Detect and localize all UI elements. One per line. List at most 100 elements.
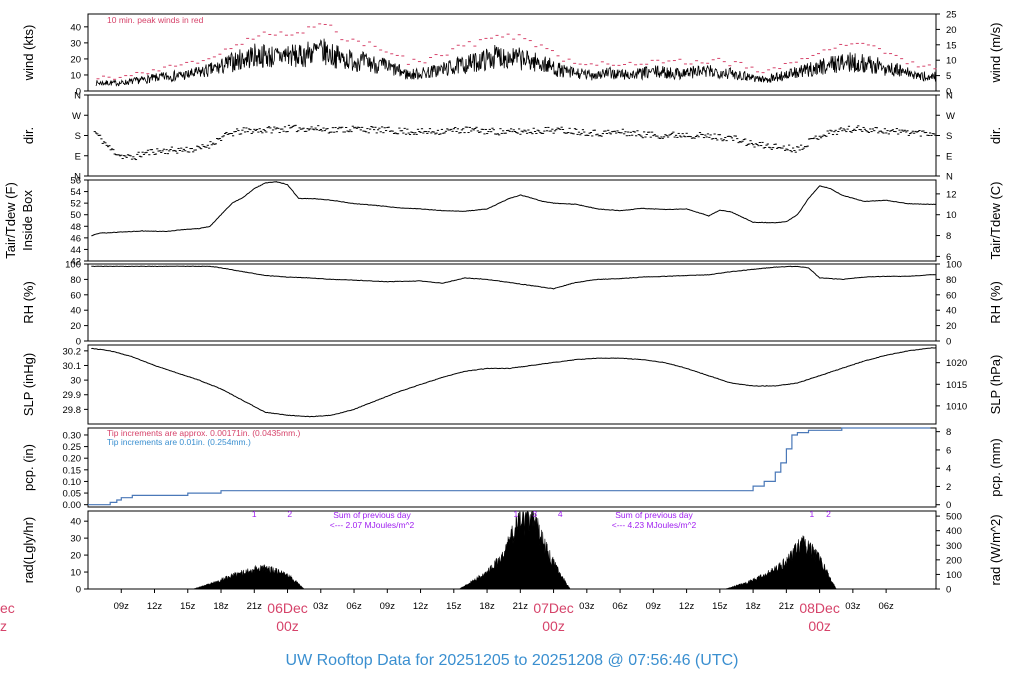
panel-pcp: 0.000.050.100.150.200.250.30 0 2 4 6 8 pcp. (i…: [21, 427, 1003, 511]
rad-area-2: [458, 511, 571, 590]
x-tick-label: 18z: [213, 601, 229, 612]
rh-ytick-right-label: 20: [946, 321, 957, 332]
x-tick-label: 03z: [313, 601, 329, 612]
temp-ytick-label: 52: [70, 199, 81, 210]
x-tick-label: 21z: [513, 601, 529, 612]
slp-ytick-right-label: 1020: [946, 358, 967, 369]
rad-marker: 3: [532, 509, 537, 519]
rad-ytick-right-label: 0: [946, 585, 951, 596]
x-tick-label: 09z: [646, 601, 662, 612]
rad-ytick-right-label: 300: [946, 541, 962, 552]
rh-ytick-label: 40: [70, 306, 81, 317]
dir-ytick-label: S: [75, 131, 81, 142]
x-tick-label: 06z: [878, 601, 894, 612]
x-day-name-cut: ec: [0, 600, 15, 616]
rad-note-line2: <--- 2.07 MJoules/m^2: [330, 520, 415, 530]
temp-ytick-label: 54: [70, 187, 81, 198]
wind-ylabel: wind (kts): [21, 25, 36, 82]
rad-area-1: [193, 564, 306, 590]
x-tick-label: 21z: [247, 601, 263, 612]
rh-ytick-label: 20: [70, 321, 81, 332]
x-tick-label: 09z: [380, 601, 396, 612]
dir-ytick-right-label: S: [946, 131, 952, 142]
rh-ytick-label: 80: [70, 275, 81, 286]
slp-line: [91, 347, 937, 418]
x-tick-label: 09z: [114, 601, 130, 612]
temp-frame: [87, 179, 937, 262]
dir-ytick-right-label: W: [946, 111, 955, 122]
rh-ytick-label: 0: [76, 337, 81, 348]
rh-ytick-label: 60: [70, 290, 81, 301]
rad-ytick-label: 40: [70, 517, 81, 528]
x-tick-label: 06z: [612, 601, 628, 612]
rad-ytick-label: 20: [70, 551, 81, 562]
rh-ytick-right-label: 80: [946, 275, 957, 286]
x-day-time: 00z: [542, 618, 565, 634]
page-title: UW Rooftop Data for 20251205 to 20251208…: [286, 652, 739, 669]
x-tick-label: 15z: [712, 601, 728, 612]
x-tick-label: 21z: [779, 601, 795, 612]
x-tick-label: 12z: [147, 601, 163, 612]
pcp-ytick-right-label: 6: [946, 445, 951, 456]
dir-ytick-label: N: [74, 91, 81, 102]
wind-ytick-right-label: 15: [946, 40, 957, 51]
pcp-ytick-label: 0.20: [63, 454, 82, 465]
rad-note-line1: Sum of previous day: [333, 510, 411, 520]
x-day-name: 08Dec: [799, 600, 839, 616]
pcp-ytick-right-label: 4: [946, 464, 951, 475]
x-axis: 09z 12z 15z 18z 21z 03z 06z 09z 12z 15z 18z 21z 03z 0…: [0, 589, 894, 634]
rh-line: [91, 265, 937, 290]
pcp-ytick-right-label: 2: [946, 482, 951, 493]
wind-ytick-label: 20: [70, 54, 81, 65]
rad-marker: 1: [514, 509, 519, 519]
dir-ytick-label: N: [74, 172, 81, 183]
rad-ytick-right-label: 200: [946, 555, 962, 566]
wind-peak-series: [96, 23, 937, 80]
dir-frame: [87, 94, 937, 177]
pcp-ylabel: pcp. (in): [21, 444, 36, 491]
pcp-annotation-1: Tip increments are approx. 0.00171in. (0…: [107, 428, 301, 438]
temp-ytick-label: 50: [70, 210, 81, 221]
x-day-time: 00z: [276, 618, 299, 634]
temp-ytick-label: 42: [70, 257, 81, 268]
temp-ytick-label: 56: [70, 176, 81, 187]
x-tick-label: 06z: [346, 601, 362, 612]
x-day-time: 00z: [808, 618, 831, 634]
temp-ylabel-2: Inside Box: [20, 190, 35, 251]
dir-series: [93, 124, 937, 161]
temp-ylabel-right: Tair/Tdew (C): [988, 181, 1003, 259]
temp-ytick-label: 48: [70, 222, 81, 233]
rad-ylabel: rad(Lgly/hr): [21, 517, 36, 583]
x-tick-label: 15z: [446, 601, 462, 612]
x-tick-label: 15z: [180, 601, 196, 612]
rad-marker: 1: [252, 509, 257, 519]
pcp-ytick-label: 0.00: [63, 500, 82, 511]
x-tick-label: 12z: [679, 601, 695, 612]
rad-ytick-label: 0: [76, 585, 81, 596]
pcp-ytick-label: 0.10: [63, 477, 82, 488]
temp-line: [91, 181, 937, 237]
pcp-ytick-label: 0.25: [63, 442, 82, 453]
rad-marker: 4: [558, 509, 563, 519]
slp-frame: [87, 344, 937, 425]
x-day-time-cut: z: [0, 618, 7, 634]
temp-ytick-label: 44: [70, 245, 81, 256]
pcp-annotation-2: Tip increments are 0.01in. (0.254mm.): [107, 437, 251, 447]
dir-ytick-right-label: N: [946, 91, 953, 102]
wind-ytick-right-label: 5: [946, 71, 951, 82]
slp-ylabel-right: SLP (hPa): [988, 355, 1003, 415]
slp-ylabel: SLP (inHg): [21, 353, 36, 416]
rh-frame: [87, 263, 937, 342]
slp-ytick-right-label: 1015: [946, 380, 967, 391]
wind-ytick-label: 0: [76, 87, 81, 98]
wind-ytick-right-label: 0: [946, 87, 951, 98]
rad-marker: 2: [826, 509, 831, 519]
rad-ytick-right-label: 100: [946, 570, 962, 581]
panel-rh: 0 20 40 60 80 100 0 20 40 60 80 100 RH (%) RH (%): [21, 260, 1003, 348]
rh-ylabel-right: RH (%): [988, 281, 1003, 324]
slp-ytick-right-label: 1010: [946, 401, 967, 412]
temp-ylabel: Tair/Tdew (F): [3, 182, 18, 259]
rh-ylabel: RH (%): [21, 281, 36, 324]
